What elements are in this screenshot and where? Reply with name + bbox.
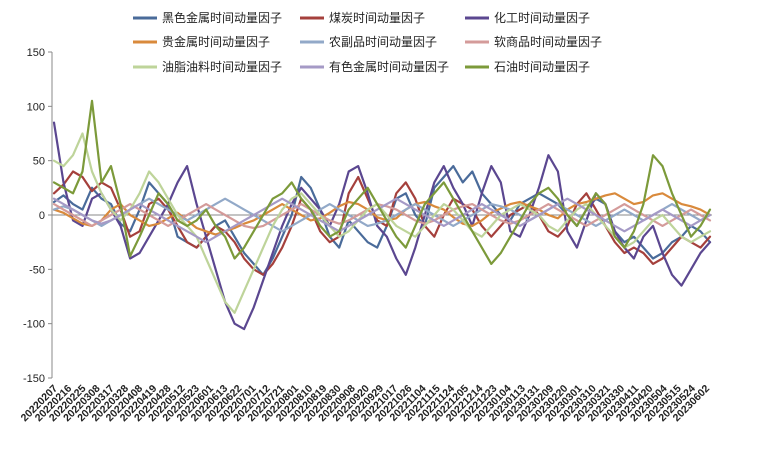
legend-entry: 煤炭时间动量因子 bbox=[300, 11, 425, 25]
series-line-7 bbox=[52, 132, 712, 314]
legend-label: 贵金属时间动量因子 bbox=[162, 34, 270, 49]
legend-label: 软商品时间动量因子 bbox=[494, 34, 602, 49]
legend-entry: 贵金属时间动量因子 bbox=[133, 34, 270, 49]
y-tick-label: 100 bbox=[27, 101, 45, 113]
plot-area bbox=[52, 99, 712, 331]
series-line-8 bbox=[52, 197, 712, 244]
legend-entry: 农副品时间动量因子 bbox=[300, 35, 437, 49]
legend-entry: 有色金属时间动量因子 bbox=[300, 59, 449, 74]
y-tick-label: 0 bbox=[39, 210, 45, 222]
legend-entry: 油脂油料时间动量因子 bbox=[133, 59, 282, 74]
legend-label: 煤炭时间动量因子 bbox=[329, 11, 425, 25]
y-tick-label: -100 bbox=[23, 319, 45, 331]
legend-entry: 软商品时间动量因子 bbox=[465, 34, 602, 49]
series-line-9 bbox=[52, 99, 712, 265]
legend-entry: 石油时间动量因子 bbox=[465, 60, 590, 74]
legend-label: 油脂油料时间动量因子 bbox=[162, 59, 282, 74]
legend-entry: 黑色金属时间动量因子 bbox=[133, 10, 282, 25]
y-tick-label: -50 bbox=[29, 264, 45, 276]
legend-label: 农副品时间动量因子 bbox=[329, 35, 437, 49]
y-tick-label: -150 bbox=[23, 373, 45, 385]
y-tick-label: 50 bbox=[33, 156, 45, 168]
legend-label: 化工时间动量因子 bbox=[494, 11, 590, 25]
axes: 150100500-50-100-15020220207202202162022… bbox=[19, 47, 713, 424]
legend-label: 石油时间动量因子 bbox=[494, 60, 590, 74]
legend-entry: 化工时间动量因子 bbox=[465, 11, 590, 25]
legend-label: 黑色金属时间动量因子 bbox=[162, 10, 282, 25]
series-line-5 bbox=[52, 197, 712, 233]
y-tick-label: 150 bbox=[27, 47, 45, 59]
legend-label: 有色金属时间动量因子 bbox=[329, 59, 449, 74]
